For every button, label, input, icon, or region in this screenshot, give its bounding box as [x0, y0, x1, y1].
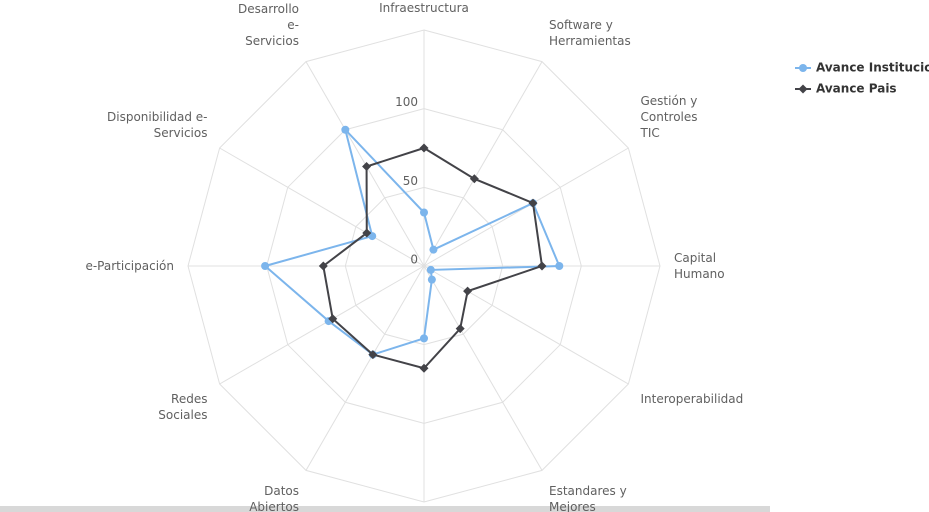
series-line	[322, 146, 544, 370]
marker	[318, 261, 328, 271]
spoke	[423, 265, 543, 471]
marker	[427, 275, 436, 284]
spoke	[305, 265, 425, 471]
marker	[420, 334, 428, 343]
spoke	[219, 265, 425, 385]
legend-marker	[799, 64, 807, 72]
marker	[426, 265, 435, 274]
spoke	[219, 147, 425, 267]
scrollbar	[0, 506, 770, 512]
category-label: Software y Herramientas	[549, 18, 631, 49]
marker	[469, 174, 479, 184]
y-tick-label: 0	[410, 253, 418, 267]
category-label: Interoperabilidad	[640, 392, 744, 406]
marker	[328, 314, 338, 324]
marker	[362, 228, 372, 238]
marker	[368, 232, 377, 241]
category-label: Disponibilidad e-Servicios	[107, 110, 208, 140]
category-label: Gestión y Controles TIC	[640, 94, 698, 140]
spoke	[423, 61, 543, 267]
marker	[528, 198, 538, 208]
marker	[341, 125, 350, 134]
marker	[420, 208, 428, 217]
legend-label: Avance Institucional	[816, 61, 929, 75]
legend-label: Avance Pais	[816, 82, 897, 96]
marker	[362, 162, 372, 172]
marker	[537, 261, 547, 271]
marker	[419, 143, 429, 153]
spoke	[423, 265, 629, 385]
category-label: Datos Abiertos	[249, 483, 299, 512]
marker	[261, 262, 270, 270]
category-label: Infraestructura	[379, 1, 469, 15]
category-label: e-Participación	[85, 259, 174, 273]
marker	[455, 324, 465, 334]
marker	[463, 286, 473, 296]
category-label: Estandares y Mejores Prácticas	[549, 483, 627, 512]
series-line	[263, 126, 561, 356]
category-label: Desarrollo e-Servicios	[238, 2, 299, 49]
y-tick-label: 100	[395, 95, 418, 109]
y-tick-label: 50	[403, 174, 418, 188]
marker	[419, 363, 429, 373]
marker	[429, 245, 438, 254]
marker	[555, 262, 564, 270]
legend-marker	[798, 84, 808, 94]
category-label: Redes Sociales	[158, 392, 208, 422]
category-label: Capital Humano	[674, 251, 725, 281]
marker	[368, 350, 378, 360]
